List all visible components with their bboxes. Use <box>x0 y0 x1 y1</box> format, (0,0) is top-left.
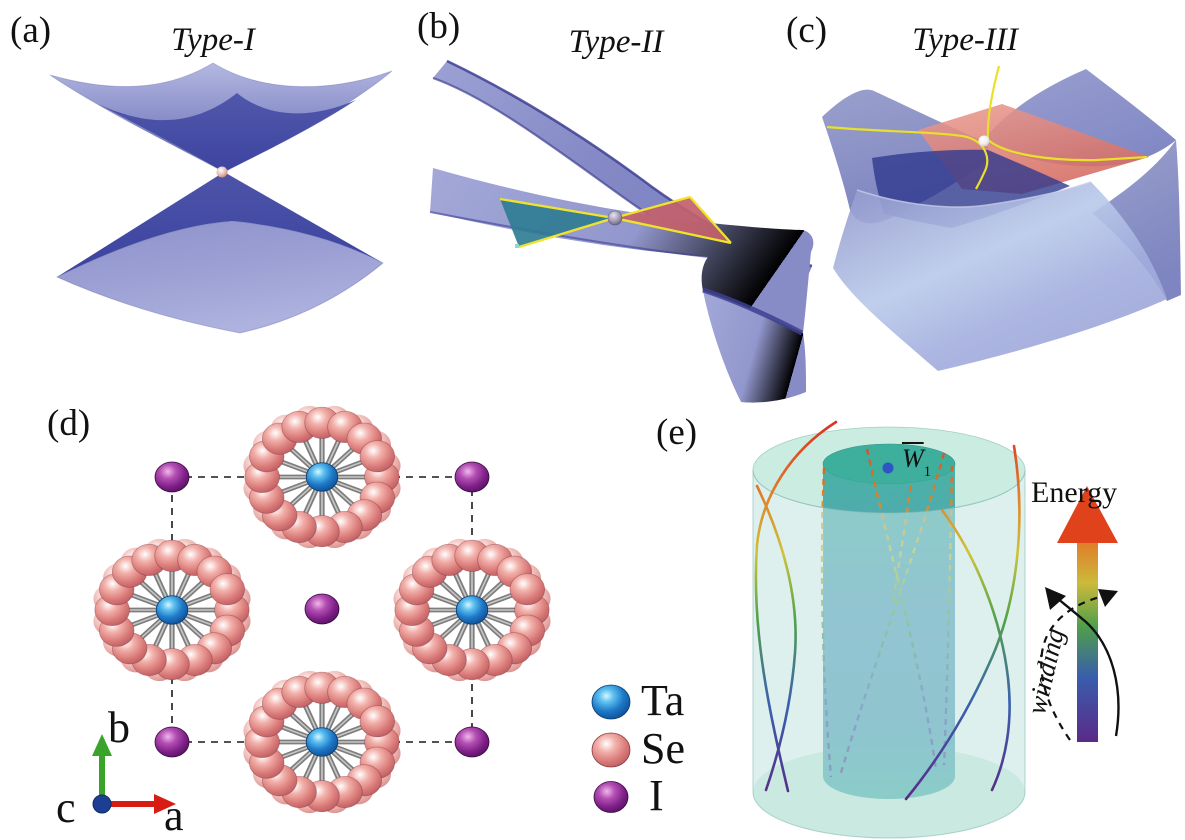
axis-label-c: c <box>56 783 76 832</box>
winding-band-solid <box>904 444 1021 801</box>
hole-pocket <box>614 197 731 243</box>
se-atom <box>359 440 396 473</box>
ta-atom <box>305 727 339 757</box>
iodine-atom <box>154 726 190 758</box>
panel-label-a: (a) <box>10 10 52 51</box>
axis-a-arrowhead <box>154 794 176 814</box>
se-atom <box>209 573 246 606</box>
legend-ta-sphere <box>591 684 631 720</box>
winding-arrow-solid <box>1056 597 1120 737</box>
tase-chain-wheel <box>93 538 251 682</box>
upper-cone-inner <box>98 93 356 172</box>
ta-atom <box>455 595 489 625</box>
iodine-atom <box>304 593 340 625</box>
weyl-point-label: W1 <box>902 446 931 480</box>
crystal-structure <box>93 405 551 814</box>
weyl-point-a <box>216 166 228 178</box>
energy-arrowhead <box>1057 486 1118 543</box>
pocket-corner-marker <box>515 244 519 248</box>
lower-cone-outer <box>55 220 384 334</box>
weyl-subscript: 1 <box>923 464 932 480</box>
type-ii-cone <box>429 59 814 403</box>
legend-i-sphere <box>593 781 629 813</box>
winding-arrow-dashed <box>1040 595 1101 741</box>
tase-chain-wheel <box>243 670 401 814</box>
tilted-sheet-upper <box>433 61 812 283</box>
energy-arrow-shaft <box>1077 541 1098 742</box>
axes-glyph <box>92 734 176 814</box>
winding-arrow-dashed-head <box>1098 589 1118 607</box>
panel-label-e: (e) <box>656 412 698 453</box>
weyl-node-marker <box>882 462 894 474</box>
tilted-sheet-lower-fold <box>702 287 804 336</box>
tilted-sheet-lower-edge <box>429 211 709 258</box>
axis-label-b: b <box>108 703 130 752</box>
iodine-atom <box>454 726 490 758</box>
lower-saddle-sheet <box>833 182 1167 371</box>
axis-b-arrowhead <box>92 734 112 756</box>
se-atom <box>359 705 396 738</box>
winding-band-solid <box>940 508 1011 792</box>
winding-cylinder <box>752 420 1026 839</box>
tase-chain-wheel <box>393 538 551 682</box>
type-iii-cone <box>822 65 1181 371</box>
tilted-sheet-lower-tail <box>703 291 806 403</box>
iodine-atom <box>154 461 190 493</box>
energy-arrow <box>1040 486 1120 742</box>
front-winding-bands <box>754 420 1021 801</box>
iodine-atom <box>454 461 490 493</box>
axis-label-a: a <box>164 791 184 840</box>
weyl-point-c <box>978 135 990 147</box>
legend-label-ta: Ta <box>641 676 685 725</box>
ta-atom <box>305 462 339 492</box>
right-sheet-side <box>1092 140 1181 301</box>
winding-arrow-solid-head <box>1045 587 1066 610</box>
panel-title-type-ii: Type-II <box>568 24 664 60</box>
lower-cone-inner <box>57 172 383 277</box>
panel-label-c: (c) <box>786 10 828 51</box>
axis-c-origin <box>92 794 112 814</box>
panel-label-d: (d) <box>47 403 91 444</box>
energy-label: Energy <box>1031 476 1118 509</box>
legend-label-se: Se <box>641 724 685 773</box>
weyl-letter: W <box>902 444 924 473</box>
panel-label-b: (b) <box>417 6 461 47</box>
outer-cylinder-front-wall <box>752 469 1026 839</box>
panel-title-type-iii: Type-III <box>912 22 1018 58</box>
saddle-ridge-highlight <box>856 181 1092 208</box>
legend-se-sphere <box>591 732 631 768</box>
fermi-contour-yellow-c2 <box>986 65 1148 162</box>
legend-label-i: I <box>649 771 664 820</box>
ta-atom <box>155 595 189 625</box>
winding-band-solid <box>755 484 797 792</box>
se-atom <box>509 573 546 606</box>
type-i-cone <box>49 62 393 334</box>
tase-chain-wheel <box>243 405 401 549</box>
panel-title-type-i: Type-I <box>171 22 255 58</box>
electron-pocket <box>500 199 614 247</box>
winding-band-solid <box>754 420 838 793</box>
weyl-point-b <box>607 210 623 226</box>
legend-spheres <box>591 684 631 813</box>
